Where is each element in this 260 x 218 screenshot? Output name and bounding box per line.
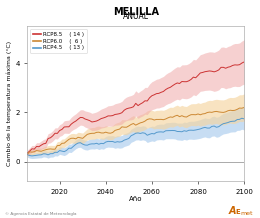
Text: A: A <box>229 206 236 216</box>
Legend: RCP8.5    ( 14 ), RCP6.0    (  6 ), RCP4.5    ( 13 ): RCP8.5 ( 14 ), RCP6.0 ( 6 ), RCP4.5 ( 13… <box>30 29 87 53</box>
X-axis label: Año: Año <box>129 196 142 202</box>
Text: met: met <box>240 211 253 216</box>
Text: ANUAL: ANUAL <box>123 12 149 21</box>
Y-axis label: Cambio de la temperatura máxima (°C): Cambio de la temperatura máxima (°C) <box>7 41 12 166</box>
Text: E: E <box>235 209 240 215</box>
Text: © Agencia Estatal de Meteorología: © Agencia Estatal de Meteorología <box>5 212 77 216</box>
Title: MELILLA: MELILLA <box>113 7 159 17</box>
